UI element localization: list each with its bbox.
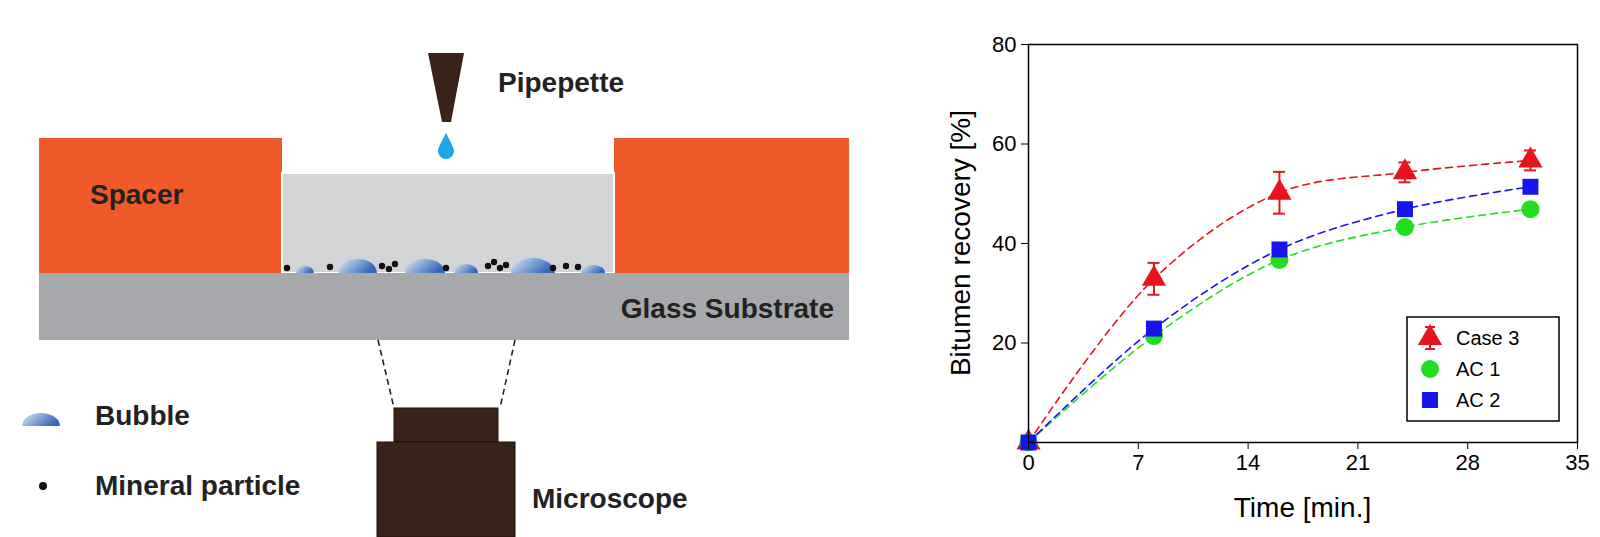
- svg-text:Microscope: Microscope: [532, 483, 688, 514]
- svg-text:Pipepette: Pipepette: [498, 67, 624, 98]
- svg-text:21: 21: [1346, 450, 1370, 475]
- svg-text:40: 40: [992, 231, 1016, 256]
- svg-text:80: 80: [992, 32, 1016, 57]
- svg-text:0: 0: [1022, 450, 1034, 475]
- svg-text:AC 2: AC 2: [1456, 389, 1500, 411]
- svg-text:7: 7: [1132, 450, 1144, 475]
- svg-text:Case 3: Case 3: [1456, 327, 1519, 349]
- svg-text:28: 28: [1455, 450, 1479, 475]
- svg-text:Glass Substrate: Glass Substrate: [621, 293, 834, 324]
- svg-text:Spacer: Spacer: [90, 179, 183, 210]
- html-text:Time [min.]: Time [min.]: [1233, 492, 1372, 523]
- html-text:Bitumen recovery [%]: Bitumen recovery [%]: [945, 109, 976, 377]
- svg-text:AC 1: AC 1: [1456, 358, 1500, 380]
- svg-text:14: 14: [1236, 450, 1260, 475]
- svg-text:35: 35: [1565, 450, 1589, 475]
- svg-text:Mineral particle: Mineral particle: [95, 470, 300, 501]
- svg-text:Bubble: Bubble: [95, 400, 190, 431]
- svg-text:60: 60: [992, 131, 1016, 156]
- svg-text:20: 20: [992, 330, 1016, 355]
